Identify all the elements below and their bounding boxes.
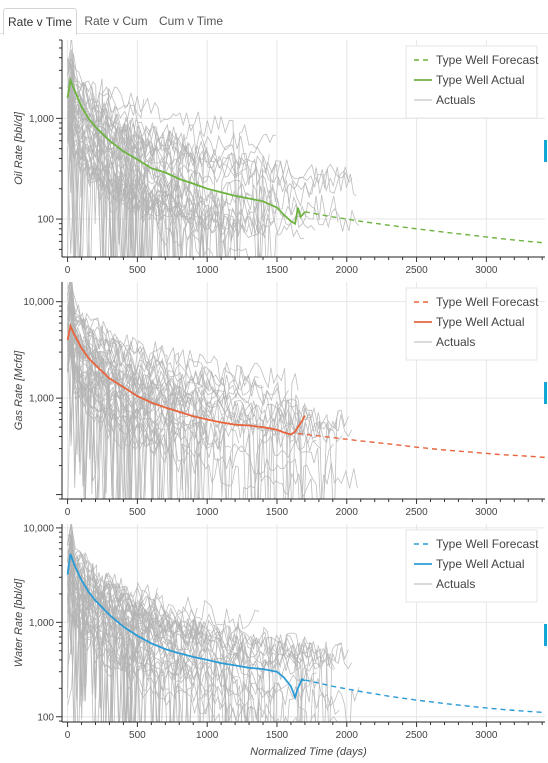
x-tick-label: 500 [129, 730, 146, 741]
legend[interactable]: Type Well Forecast Type Well Actual Actual… [406, 46, 539, 118]
x-tick-label: 2000 [336, 730, 359, 741]
y-tick-label: 100 [37, 215, 54, 226]
legend-entry[interactable]: Type Well Actual [436, 73, 525, 87]
x-tick-label: 2000 [336, 265, 359, 276]
y-tick-label: 1,000 [29, 114, 54, 125]
x-tick-label: 500 [129, 507, 146, 518]
type-well-forecast-line [298, 434, 545, 458]
type-well-forecast-line [305, 680, 545, 713]
tab-cum-v-time[interactable]: Cum v Time [155, 8, 227, 34]
legend-entry[interactable]: Actuals [436, 93, 475, 107]
actuals-series [68, 275, 358, 528]
tab-bar: Rate v Time Rate v Cum Cum v Time [0, 0, 548, 34]
x-tick-label: 2500 [405, 265, 428, 276]
range-marker[interactable] [544, 382, 547, 404]
x-tick-label: 2500 [405, 507, 428, 518]
legend-entry[interactable]: Type Well Forecast [436, 537, 539, 551]
legend-entry[interactable]: Actuals [436, 577, 475, 591]
x-tick-label: 500 [129, 265, 146, 276]
y-axis-label: Oil Rate [bbl/d] [13, 111, 25, 185]
y-tick-label: 10,000 [23, 523, 54, 534]
actuals-series [68, 522, 359, 751]
x-tick-label: 3000 [475, 730, 498, 741]
x-tick-label: 0 [65, 265, 71, 276]
x-tick-label: 0 [65, 507, 71, 518]
x-tick-label: 2000 [336, 507, 359, 518]
x-axis-label: Normalized Time (days) [250, 746, 367, 758]
tab-rate-v-time[interactable]: Rate v Time [3, 8, 77, 35]
y-axis-label: Gas Rate [Mcfd] [13, 350, 25, 430]
y-tick-label: 1,000 [29, 394, 54, 405]
x-tick-label: 3000 [475, 507, 498, 518]
legend-entry[interactable]: Type Well Forecast [436, 53, 539, 67]
x-tick-label: 2500 [405, 730, 428, 741]
x-tick-label: 3000 [475, 265, 498, 276]
plot-water[interactable]: 100 1,000 10,000 0 500 1000 1500 2000 2500 3000 Wa… [13, 522, 547, 758]
legend-entry[interactable]: Type Well Forecast [436, 295, 539, 309]
y-tick-label: 10,000 [23, 297, 54, 308]
legend[interactable]: Type Well Forecast Type Well Actual Actual… [406, 288, 539, 360]
range-marker[interactable] [544, 140, 547, 162]
legend-entry[interactable]: Actuals [436, 335, 475, 349]
x-tick-label: 0 [65, 730, 71, 741]
plot-oil[interactable]: 100 1,000 0 500 1000 1500 2000 2500 3000 Oil Rate… [13, 37, 547, 287]
range-marker[interactable] [544, 624, 547, 646]
x-tick-label: 1000 [196, 507, 219, 518]
actuals-series [68, 37, 359, 287]
x-tick-label: 1500 [266, 507, 289, 518]
legend-entry[interactable]: Type Well Actual [436, 557, 525, 571]
tab-rate-v-cum[interactable]: Rate v Cum [80, 8, 152, 34]
x-tick-label: 1500 [266, 265, 289, 276]
x-tick-label: 1000 [196, 730, 219, 741]
legend-entry[interactable]: Type Well Actual [436, 315, 525, 329]
y-tick-label: 1,000 [29, 618, 54, 629]
x-tick-label: 1000 [196, 265, 219, 276]
legend[interactable]: Type Well Forecast Type Well Actual Actual… [406, 530, 539, 602]
y-tick-label: 100 [37, 712, 54, 723]
plot-gas[interactable]: 1,000 10,000 0 500 1000 1500 2000 2500 3000 Gas R… [13, 275, 547, 528]
type-well-forecast-line [305, 212, 545, 243]
x-tick-label: 1500 [266, 730, 289, 741]
y-axis-label: Water Rate [bbl/d] [13, 578, 25, 667]
